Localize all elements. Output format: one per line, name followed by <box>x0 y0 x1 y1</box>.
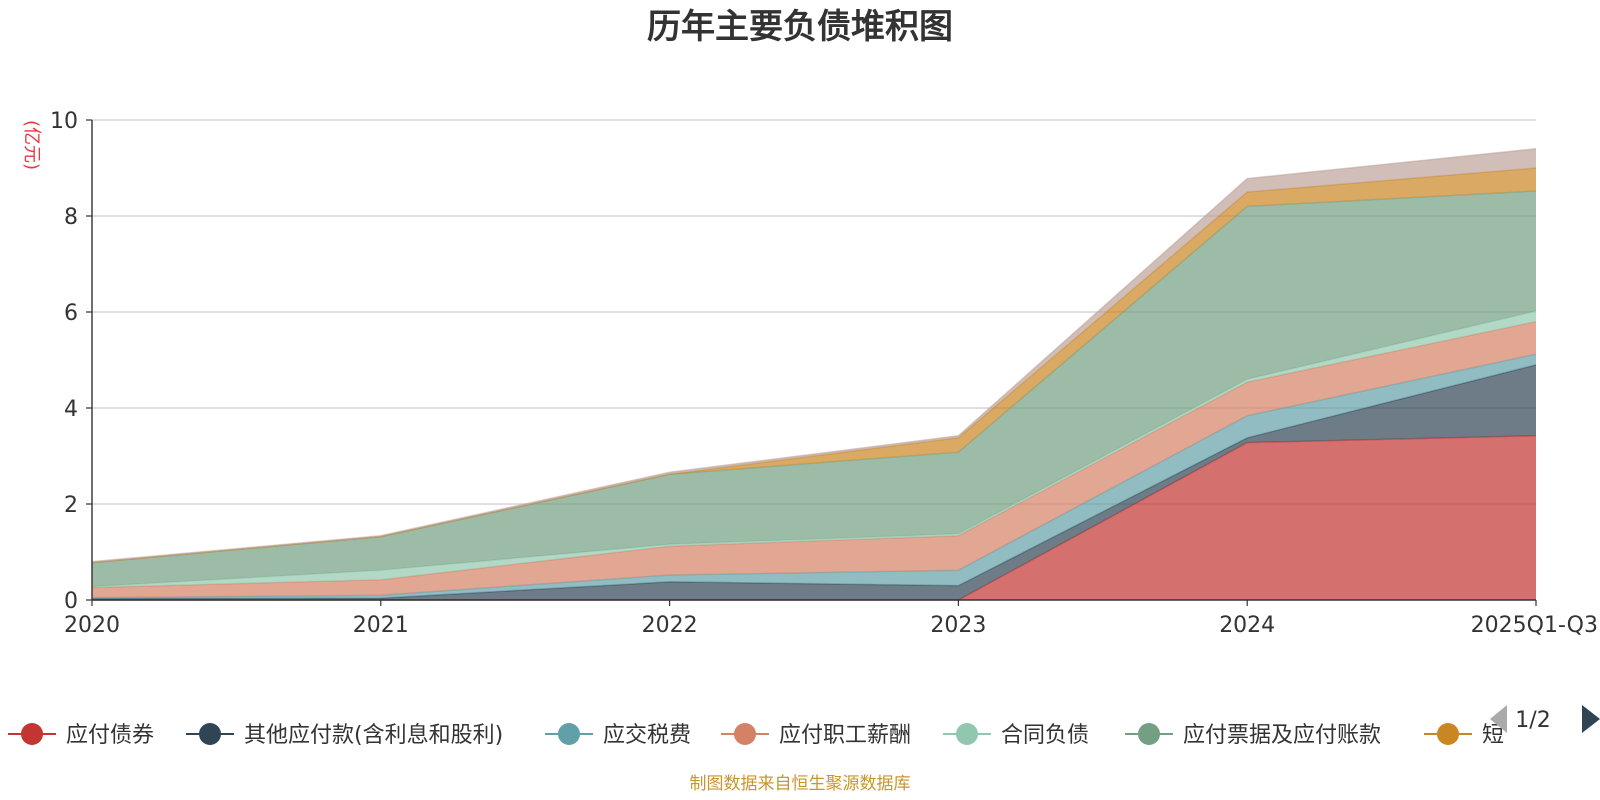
y-tick-label: 4 <box>64 397 78 422</box>
legend-circle-icon <box>734 723 756 745</box>
series-line-1 <box>91 364 1537 600</box>
series-line-7 <box>91 148 1537 563</box>
chart-title: 历年主要负债堆积图 <box>647 7 953 47</box>
area-series-3 <box>92 321 1536 598</box>
legend-circle-icon <box>1138 723 1160 745</box>
legend-circle-icon <box>1437 723 1459 745</box>
x-tick-label: 2020 <box>64 613 120 638</box>
legend-circle-icon <box>21 723 43 745</box>
legend-circle-icon <box>199 723 221 745</box>
legend-next-page-icon[interactable] <box>1582 705 1600 733</box>
legend-item[interactable]: 应交税费 <box>545 723 691 748</box>
legend-item[interactable]: 应付职工薪酬 <box>721 723 911 748</box>
data-source-note: 制图数据来自恒生聚源数据库 <box>690 774 911 794</box>
legend-label: 短 <box>1482 723 1504 748</box>
axes: 0 2 4 6 8 10 2020 2021 2022 2023 2024 2025Q1-Q3 <box>50 109 1598 638</box>
legend-circle-icon <box>558 723 580 745</box>
x-tick-label: 2024 <box>1219 613 1275 638</box>
y-tick-label: 8 <box>64 205 78 230</box>
area-series-0 <box>92 435 1536 600</box>
y-tick-label: 2 <box>64 493 78 518</box>
legend-label: 应交税费 <box>603 723 691 748</box>
legend-label: 其他应付款(含利息和股利) <box>244 723 503 748</box>
legend-label: 应付职工薪酬 <box>779 723 911 748</box>
x-tick-label: 2025Q1-Q3 <box>1471 613 1598 638</box>
x-tick-label: 2022 <box>642 613 698 638</box>
legend-item[interactable]: 合同负债 <box>943 723 1089 748</box>
area-series-5 <box>92 191 1536 587</box>
legend-item[interactable]: 应付债券 <box>8 723 154 748</box>
legend-page-indicator: 1/2 <box>1515 708 1550 733</box>
legend-circle-icon <box>956 723 978 745</box>
y-axis-label: (亿元) <box>21 120 42 170</box>
y-tick-label: 0 <box>64 589 78 614</box>
legend-item[interactable]: 应付票据及应付账款 <box>1125 723 1381 748</box>
legend-prev-page-icon[interactable] <box>1490 705 1507 733</box>
y-tick-label: 6 <box>64 301 78 326</box>
legend-label: 合同负债 <box>1001 723 1089 748</box>
legend[interactable]: 应付债券 其他应付款(含利息和股利) 应交税费 应付职工薪酬 合同负债 应付票据及应付账款… <box>8 723 1504 748</box>
area-series-6 <box>92 168 1536 563</box>
legend-item[interactable]: 短 <box>1424 723 1504 748</box>
legend-pager: 1/2 <box>1490 705 1600 733</box>
area-series-7 <box>92 148 1536 563</box>
x-tick-label: 2021 <box>353 613 409 638</box>
y-tick-label: 10 <box>50 109 78 134</box>
legend-item[interactable]: 其他应付款(含利息和股利) <box>186 723 503 748</box>
area-series <box>91 148 1537 601</box>
x-tick-label: 2023 <box>930 613 986 638</box>
legend-label: 应付票据及应付账款 <box>1183 723 1381 748</box>
legend-label: 应付债券 <box>66 723 154 748</box>
